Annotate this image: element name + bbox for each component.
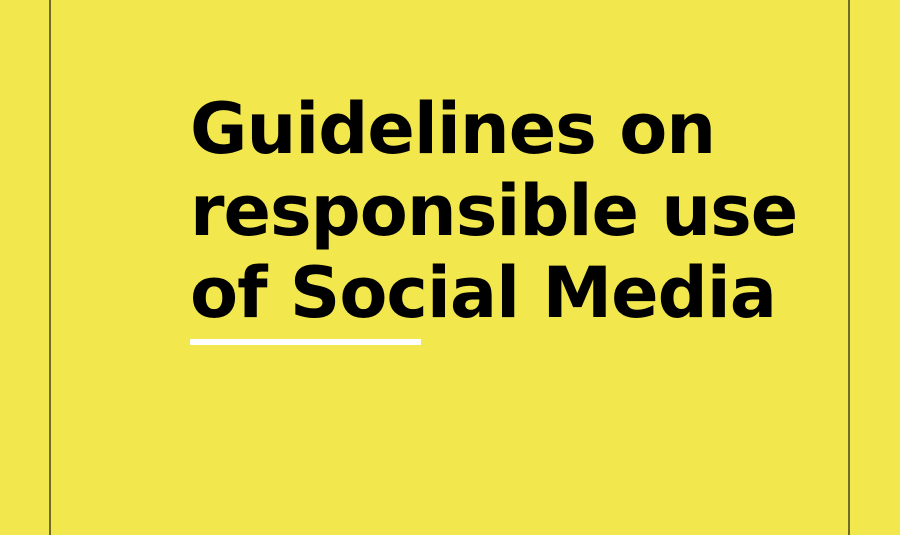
left-border-line — [49, 0, 51, 535]
title-line-2: responsible use — [190, 170, 798, 252]
title-accent-underline — [190, 339, 421, 345]
document-title: Guidelines on responsible use of Social … — [190, 88, 810, 334]
title-line-3: of Social Media — [190, 252, 777, 334]
right-border-line — [848, 0, 850, 535]
title-line-1: Guidelines on — [190, 88, 716, 170]
